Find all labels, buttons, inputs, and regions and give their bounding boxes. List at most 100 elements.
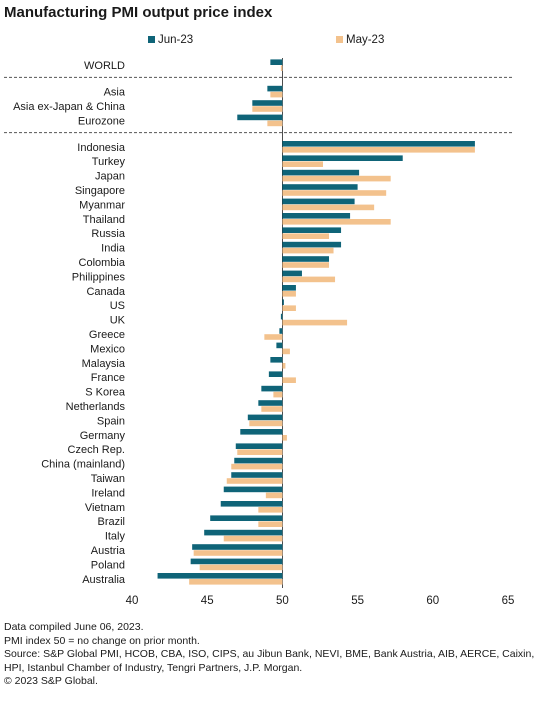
bar-may-23 <box>252 106 283 112</box>
bar-may-23 <box>231 463 283 470</box>
category-labels: WORLD Asia Asia ex-Japan & China Eurozone In… <box>13 60 126 586</box>
x-tick-label: 55 <box>351 595 364 607</box>
category-label: Germany <box>80 430 126 442</box>
category-label: Italy <box>105 531 126 543</box>
x-tick-label: 40 <box>126 595 139 607</box>
bar-may-23 <box>282 175 391 182</box>
bar-jun-23 <box>282 198 355 205</box>
bar-may-23 <box>282 435 287 441</box>
category-label: Australia <box>82 574 126 586</box>
category-label: Vietnam <box>85 502 125 514</box>
bar-jun-23 <box>252 100 283 106</box>
footer-compiled-date: Data compiled June 06, 2023. <box>4 621 144 633</box>
bar-may-23 <box>282 161 324 167</box>
bar-may-23 <box>282 204 375 211</box>
category-label: India <box>101 243 126 255</box>
bar-jun-23 <box>231 472 283 478</box>
bar-may-23 <box>282 291 296 297</box>
bar-jun-23 <box>204 529 283 536</box>
bar-may-23 <box>270 91 283 98</box>
bar-jun-23 <box>220 501 283 507</box>
category-label: Turkey <box>92 156 126 168</box>
legend: Jun-23 May-23 <box>148 34 384 46</box>
bar-may-23 <box>282 262 330 268</box>
category-label: Mexico <box>90 343 125 355</box>
bar-jun-23 <box>282 241 342 248</box>
x-tick-label: 60 <box>426 595 439 607</box>
bar-jun-23 <box>261 385 283 392</box>
footer-source: Source: S&P Global PMI, HCOB, CBA, ISO, … <box>4 648 535 674</box>
bar-jun-23 <box>237 114 283 121</box>
category-label: S Korea <box>85 387 126 399</box>
bar-jun-23 <box>282 285 296 291</box>
bar-jun-23 <box>240 429 283 435</box>
legend-swatch-jun <box>148 36 155 43</box>
bar-may-23 <box>265 492 283 499</box>
bar-may-23 <box>258 521 283 527</box>
bar-may-23 <box>282 247 334 254</box>
category-label: Greece <box>89 329 125 341</box>
category-label: Czech Rep. <box>68 444 125 456</box>
bar-may-23 <box>226 478 283 484</box>
bar-may-23 <box>282 377 296 383</box>
category-label: US <box>110 300 125 312</box>
category-label: Thailand <box>83 214 125 226</box>
bar-may-23 <box>282 276 336 283</box>
category-label: Malaysia <box>82 358 126 370</box>
category-label: China (mainland) <box>41 459 125 471</box>
legend-swatch-may <box>336 36 343 43</box>
category-label: Brazil <box>97 516 125 528</box>
category-label: Colombia <box>79 257 126 269</box>
bar-jun-23 <box>282 141 475 147</box>
category-label: Austria <box>91 545 126 557</box>
category-label: WORLD <box>84 60 125 72</box>
bar-jun-23 <box>223 486 283 493</box>
bar-jun-23 <box>282 299 284 305</box>
legend-label-may: May-23 <box>346 34 384 46</box>
bar-jun-23 <box>234 457 283 464</box>
bar-may-23 <box>282 190 387 196</box>
chart-footer: Data compiled June 06, 2023. PMI index 5… <box>4 621 536 689</box>
category-label: Spain <box>97 415 125 427</box>
bar-may-23 <box>282 147 475 153</box>
bar-may-23 <box>282 348 290 355</box>
category-label: Indonesia <box>77 142 126 154</box>
bar-jun-23 <box>276 342 283 349</box>
bar-may-23 <box>249 420 283 427</box>
bar-may-23 <box>189 579 283 585</box>
bar-jun-23 <box>282 155 403 161</box>
x-tick-label: 45 <box>201 595 214 607</box>
category-label: Netherlands <box>66 401 126 413</box>
bars-layer <box>157 59 475 585</box>
category-label: Poland <box>91 559 125 571</box>
bar-jun-23 <box>247 414 283 421</box>
bar-jun-23 <box>282 184 358 190</box>
category-label: Taiwan <box>91 473 125 485</box>
bar-jun-23 <box>282 213 351 219</box>
bar-jun-23 <box>268 371 283 377</box>
bar-jun-23 <box>210 515 283 521</box>
bar-may-23 <box>223 535 283 542</box>
bar-may-23 <box>264 334 283 340</box>
category-label: Singapore <box>75 185 125 197</box>
category-label: Myanmar <box>79 199 125 211</box>
bar-jun-23 <box>258 400 283 406</box>
category-label: Philippines <box>72 271 126 283</box>
bar-jun-23 <box>270 357 283 363</box>
bar-jun-23 <box>279 328 283 334</box>
bar-may-23 <box>237 449 283 455</box>
bar-may-23 <box>261 406 283 412</box>
chart-title: Manufacturing PMI output price index <box>4 4 273 21</box>
bar-may-23 <box>280 65 283 71</box>
bar-may-23 <box>282 363 286 369</box>
category-label: Asia <box>104 87 126 99</box>
footer-copyright: © 2023 S&P Global. <box>4 675 98 687</box>
bar-may-23 <box>282 305 296 311</box>
bar-jun-23 <box>280 313 283 320</box>
category-label: Asia ex-Japan & China <box>13 101 126 113</box>
bar-jun-23 <box>282 227 342 233</box>
category-label: Ireland <box>91 487 125 499</box>
bar-jun-23 <box>267 85 283 92</box>
bar-jun-23 <box>192 544 283 550</box>
bar-may-23 <box>193 550 283 556</box>
